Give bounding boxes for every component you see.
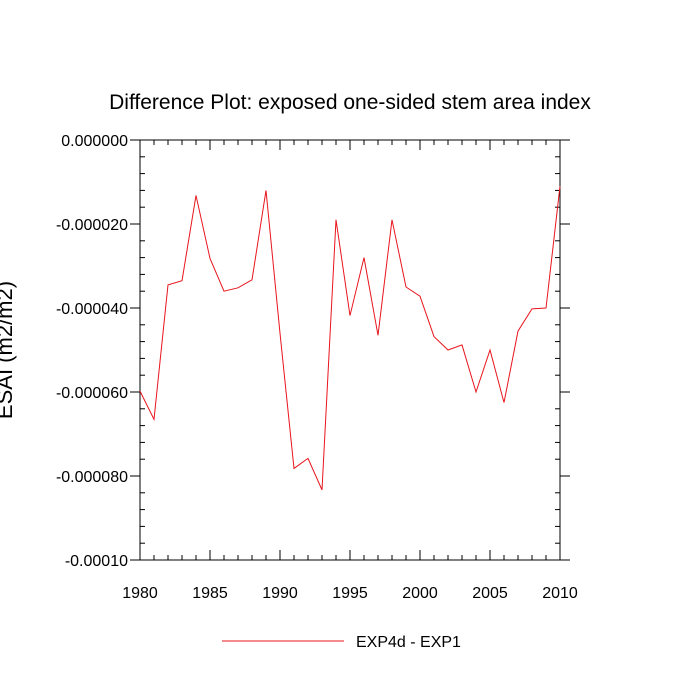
x-tick-label: 2000	[402, 585, 438, 602]
y-tick-label: -0.000040	[56, 301, 128, 318]
y-tick-label: -0.000080	[56, 469, 128, 486]
series-line	[139, 186, 561, 491]
y-tick-label: 0.000000	[61, 133, 128, 150]
y-tick-labels: 0.000000 -0.000020 -0.000040 -0.000060 -0.00…	[56, 133, 128, 570]
x-tick-label: 2005	[472, 585, 508, 602]
chart-title: Difference Plot: exposed one-sided stem …	[109, 91, 591, 114]
x-tick-labels: 1980 1985 1990 1995 2000 2005 2010	[122, 585, 578, 602]
y-axis-label: ESAI (m2/m2)	[0, 281, 17, 419]
x-tick-label: 2010	[542, 585, 578, 602]
x-tick-label: 1990	[262, 585, 298, 602]
y-tick-label: -0.00010	[65, 553, 128, 570]
axis-ticks	[130, 139, 570, 561]
series-group	[139, 186, 561, 491]
plot-frame	[139, 139, 561, 561]
y-tick-label: -0.000060	[56, 385, 128, 402]
legend-label: EXP4d - EXP1	[356, 634, 461, 651]
y-tick-label: -0.000020	[56, 217, 128, 234]
x-tick-label: 1995	[332, 585, 368, 602]
x-tick-label: 1980	[122, 585, 158, 602]
legend: EXP4d - EXP1	[222, 634, 461, 651]
x-tick-label: 1985	[192, 585, 228, 602]
